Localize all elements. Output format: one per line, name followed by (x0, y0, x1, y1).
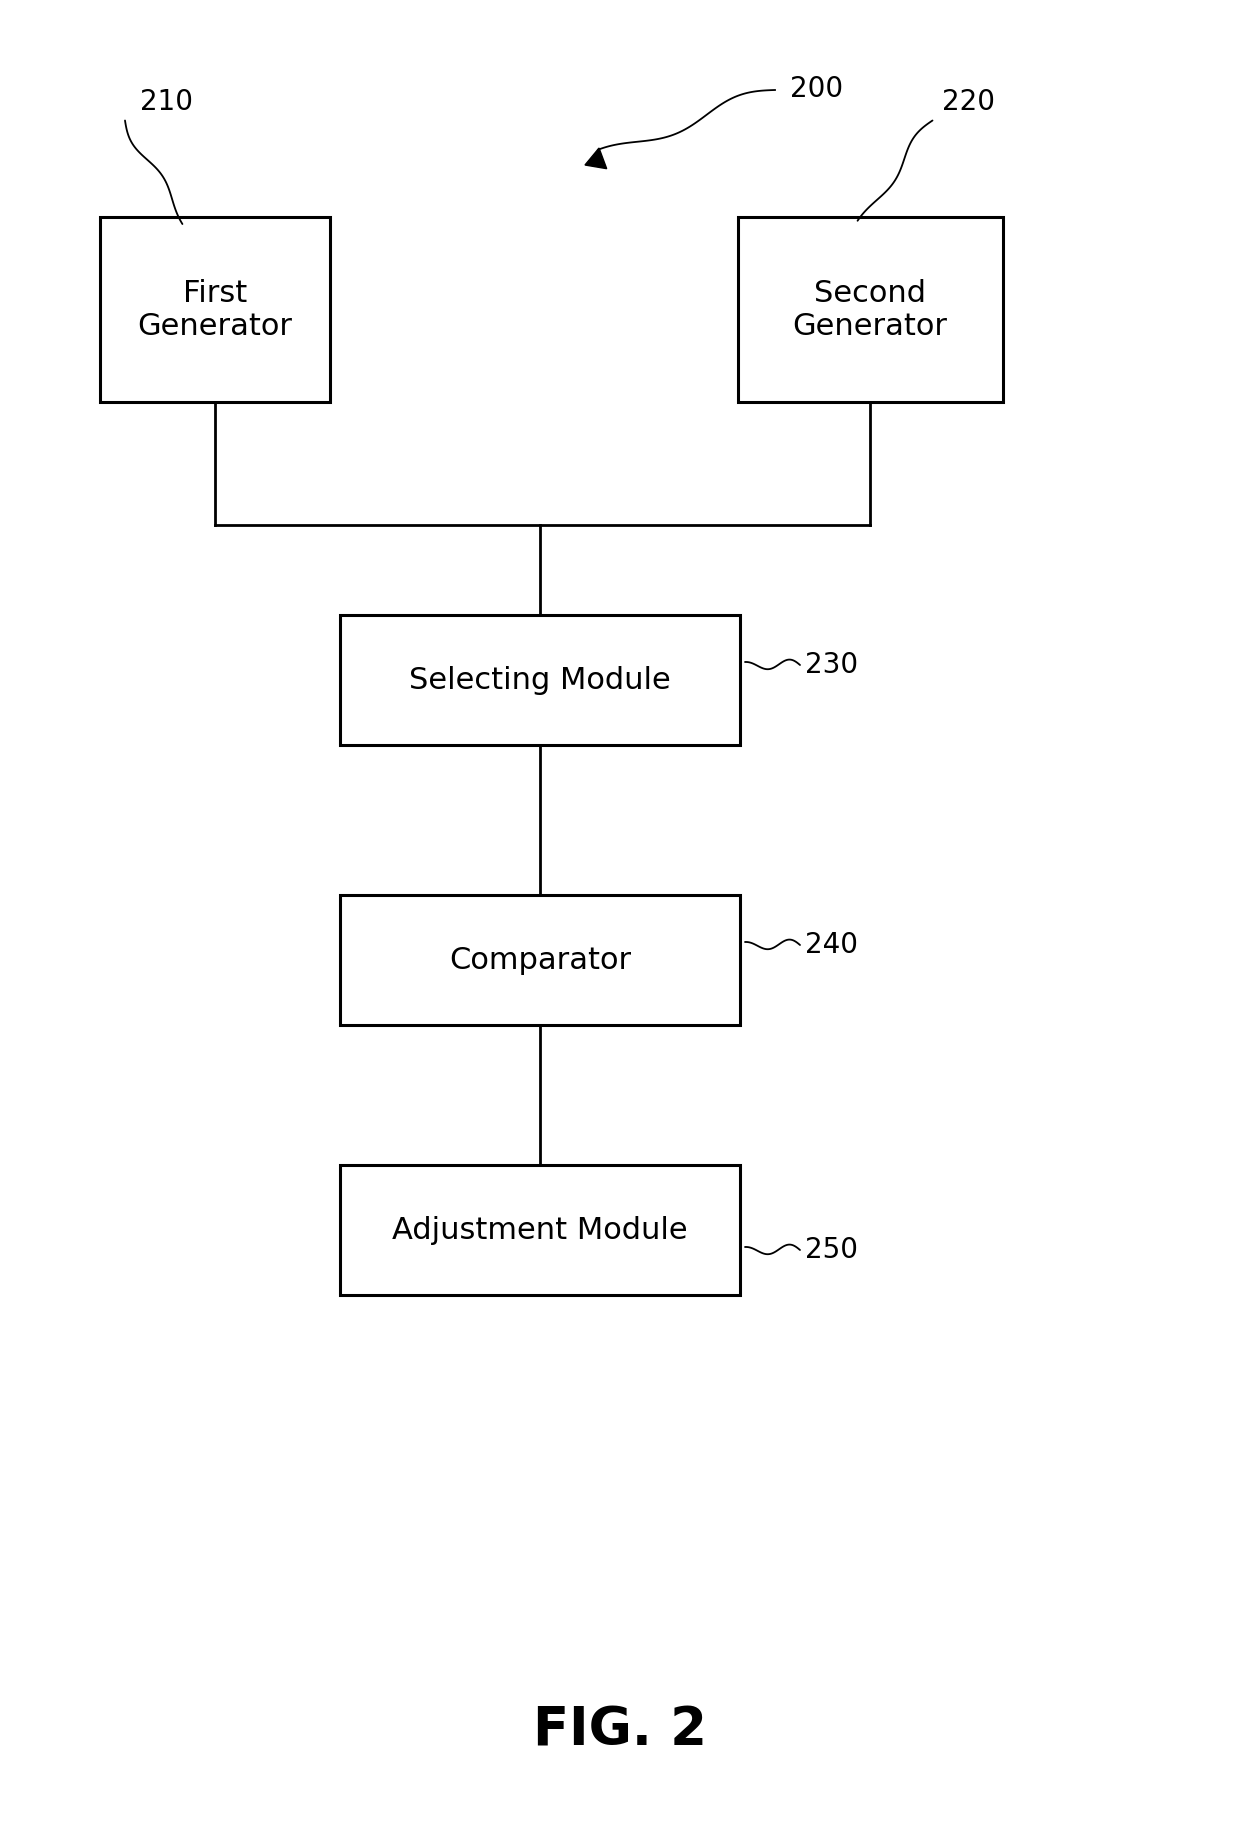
Bar (100, 218, 330, 402)
Text: FIG. 2: FIG. 2 (533, 1705, 707, 1756)
Text: 240: 240 (805, 930, 858, 960)
Text: 210: 210 (140, 88, 193, 116)
Text: Comparator: Comparator (449, 945, 631, 974)
Text: Selecting Module: Selecting Module (409, 666, 671, 694)
Bar (340, 615, 740, 745)
Bar (340, 895, 740, 1026)
Text: 250: 250 (805, 1237, 858, 1264)
Bar (738, 218, 1002, 402)
Text: 220: 220 (942, 88, 996, 116)
Text: First
Generator: First Generator (138, 279, 293, 341)
Bar (340, 1165, 740, 1296)
Polygon shape (585, 149, 606, 169)
Text: 230: 230 (805, 651, 858, 679)
Text: 200: 200 (790, 75, 843, 103)
Text: Second
Generator: Second Generator (792, 279, 947, 341)
Text: Adjustment Module: Adjustment Module (392, 1215, 688, 1244)
